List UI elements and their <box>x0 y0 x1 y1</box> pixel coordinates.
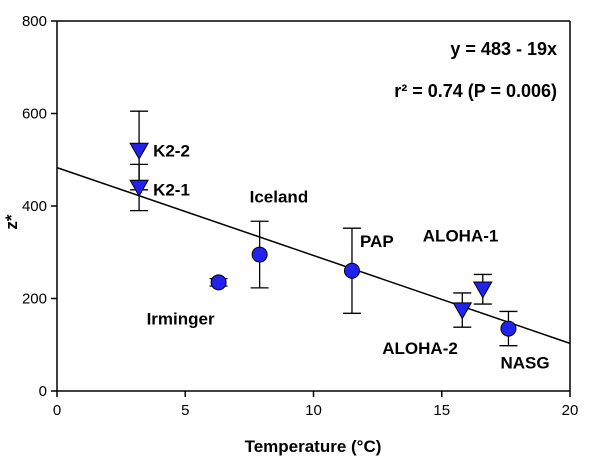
x-tick-label-10: 10 <box>305 402 322 419</box>
marker-aloha-1 <box>472 281 493 299</box>
label-aloha-1: ALOHA-1 <box>423 226 499 245</box>
x-tick-label-5: 5 <box>181 402 189 419</box>
y-ticks: 0 200 400 600 800 <box>22 13 57 400</box>
y-tick-label-400: 400 <box>22 198 47 215</box>
y-tick-label-200: 200 <box>22 291 47 308</box>
x-tick-label-20: 20 <box>562 402 579 419</box>
y-axis-title: z* <box>2 214 21 230</box>
marker-aloha-2 <box>452 302 473 320</box>
plot-area: 0 5 10 15 20 0 200 400 600 800 K2-2 K2-1 Irminger I… <box>22 13 578 419</box>
marker-k2-1 <box>129 179 149 198</box>
regression-line <box>56 166 571 345</box>
marker-pap <box>343 262 360 279</box>
marker-nasg <box>500 320 517 337</box>
x-axis-title: Temperature (°C) <box>245 437 382 456</box>
label-k2-1: K2-1 <box>153 181 190 200</box>
y-tick-label-600: 600 <box>22 106 47 123</box>
regression-equation: y = 483 - 19x <box>450 39 557 59</box>
label-irminger: Irminger <box>147 309 215 328</box>
point-labels: K2-2 K2-1 Irminger Iceland PAP ALOHA-2 ALOHA-1… <box>147 142 550 373</box>
y-tick-label-800: 800 <box>22 13 47 30</box>
marker-irminger <box>210 274 227 291</box>
marker-iceland <box>251 246 268 263</box>
x-tick-label-15: 15 <box>433 402 450 419</box>
label-pap: PAP <box>360 232 394 251</box>
label-aloha-2: ALOHA-2 <box>382 339 458 358</box>
x-ticks: 0 5 10 15 20 <box>53 391 579 419</box>
label-iceland: Iceland <box>250 188 309 207</box>
marker-k2-2 <box>129 142 149 161</box>
y-tick-label-0: 0 <box>39 383 47 400</box>
label-k2-2: K2-2 <box>153 142 190 161</box>
label-nasg: NASG <box>500 354 549 373</box>
r-squared-annotation: r² = 0.74 (P = 0.006) <box>394 81 557 101</box>
x-tick-label-0: 0 <box>53 402 61 419</box>
data-markers <box>129 142 517 337</box>
